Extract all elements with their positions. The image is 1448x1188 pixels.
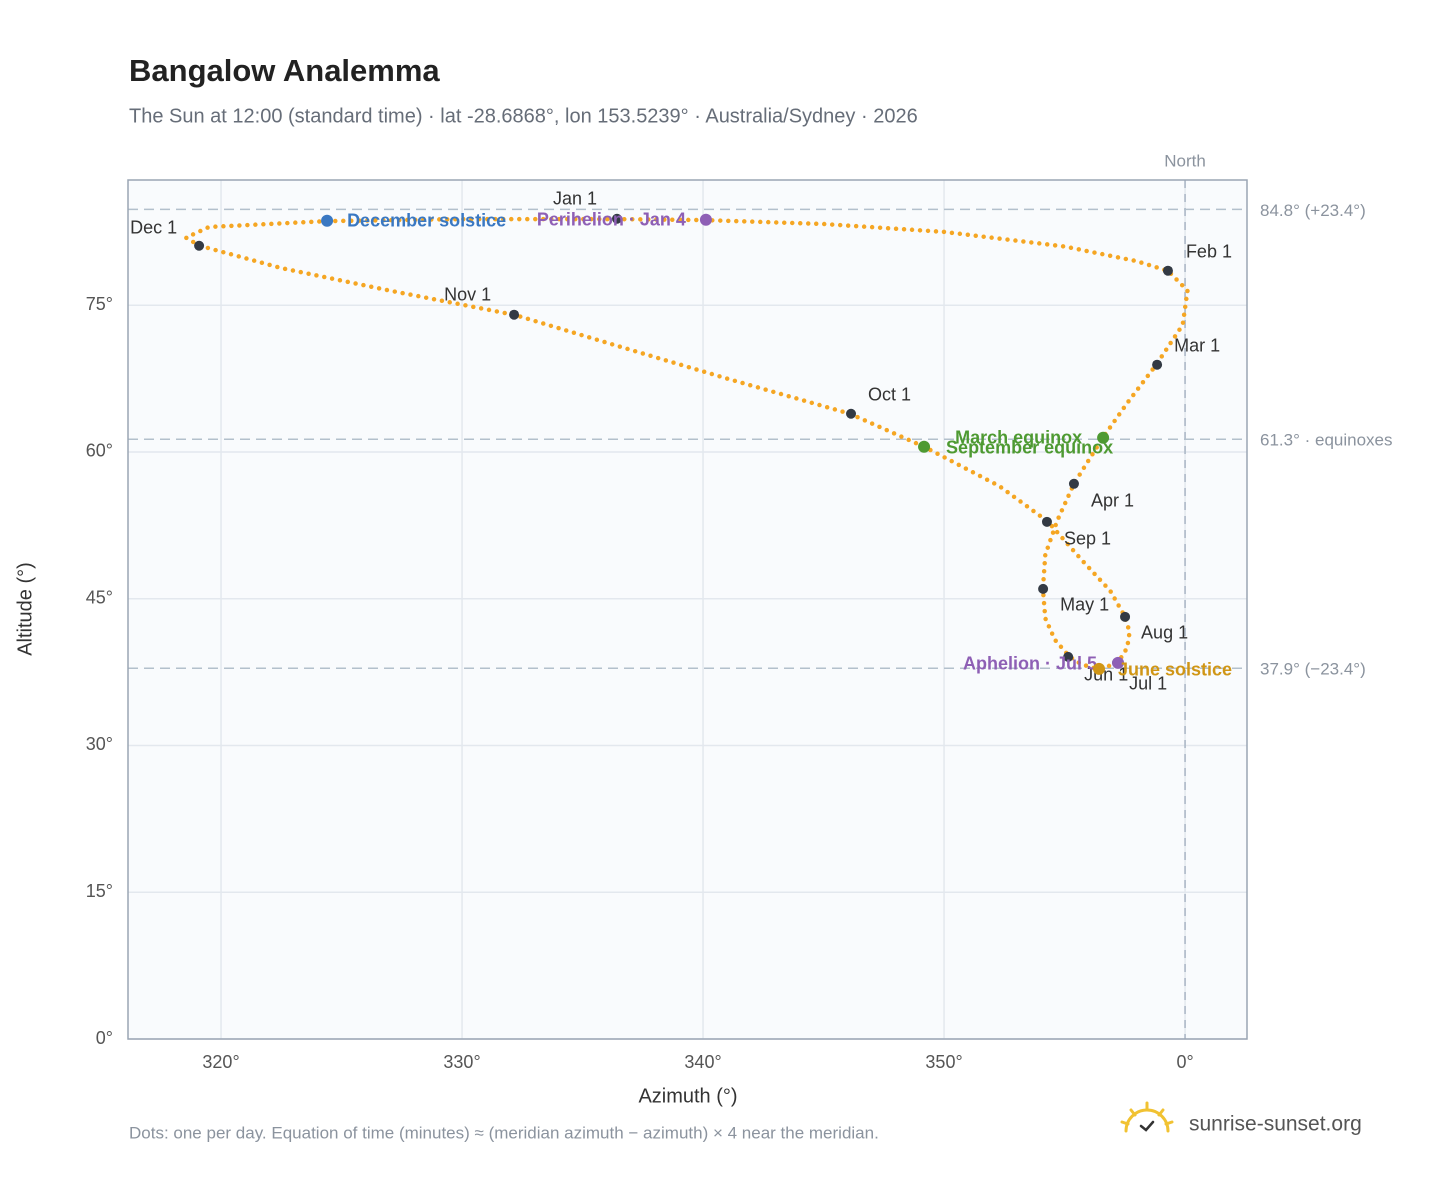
event-label: March equinox <box>955 428 1082 448</box>
month-label: Oct 1 <box>868 384 911 404</box>
event-marker <box>1097 431 1110 444</box>
plot-area <box>128 180 1247 1039</box>
month-label: May 1 <box>1060 595 1109 615</box>
month-marker <box>1162 265 1173 276</box>
event-marker <box>1093 662 1106 675</box>
chart-subtitle: The Sun at 12:00 (standard time) · lat -… <box>129 105 918 127</box>
x-tick-label: 340° <box>684 1052 721 1072</box>
month-marker <box>1152 359 1163 370</box>
y-tick-label: 60° <box>86 441 113 461</box>
y-axis-label: Altitude (°) <box>14 562 36 656</box>
chart-title: Bangalow Analemma <box>129 53 440 88</box>
month-marker <box>846 408 857 419</box>
reference-label: 61.3° · equinoxes <box>1260 431 1393 450</box>
event-label: Perihelion · Jan 4 <box>537 209 686 229</box>
y-tick-label: 15° <box>86 881 113 901</box>
x-tick-label: 320° <box>202 1052 239 1072</box>
y-tick-label: 0° <box>96 1028 113 1048</box>
month-label: Aug 1 <box>1141 623 1188 643</box>
month-marker <box>1063 651 1074 662</box>
brand: sunrise-sunset.org <box>1189 1113 1362 1136</box>
x-tick-label: 330° <box>443 1052 480 1072</box>
y-tick-label: 75° <box>86 294 113 314</box>
brand-logo <box>1120 1101 1174 1133</box>
month-label: Nov 1 <box>444 284 491 304</box>
meridian-label: North <box>1164 151 1206 170</box>
month-label: Apr 1 <box>1091 491 1134 511</box>
month-label: Dec 1 <box>130 217 177 237</box>
reference-label: 37.9° (−23.4°) <box>1260 660 1366 679</box>
x-tick-label: 350° <box>925 1052 962 1072</box>
month-marker <box>1120 611 1131 622</box>
event-label: Aphelion · Jul 5 <box>963 654 1097 674</box>
y-tick-label: 45° <box>86 587 113 607</box>
event-marker <box>1112 656 1125 669</box>
x-tick-label: 0° <box>1176 1052 1193 1072</box>
month-marker <box>1038 583 1049 594</box>
event-marker <box>918 440 931 453</box>
analemma-dots <box>181 216 1190 672</box>
month-label: Jul 1 <box>1129 674 1167 694</box>
plot-border <box>127 179 1248 1040</box>
month-label: Jan 1 <box>553 188 597 208</box>
month-marker <box>1041 516 1052 527</box>
event-marker <box>321 214 334 227</box>
x-axis-label: Azimuth (°) <box>638 1085 737 1107</box>
event-label: September equinox <box>946 438 1113 458</box>
month-label: Sep 1 <box>1064 529 1111 549</box>
month-marker <box>509 309 520 320</box>
month-label: Feb 1 <box>1186 241 1232 261</box>
event-marker <box>699 213 712 226</box>
event-label: December solstice <box>347 210 506 230</box>
y-tick-label: 30° <box>86 734 113 754</box>
event-label: June solstice <box>1118 660 1232 680</box>
month-marker <box>612 213 623 224</box>
month-marker <box>1068 478 1079 489</box>
footnote: Dots: one per day. Equation of time (min… <box>129 1123 879 1142</box>
grid <box>128 180 1247 1040</box>
month-label: Mar 1 <box>1174 335 1220 355</box>
month-marker <box>194 240 205 251</box>
reference-label: 84.8° (+23.4°) <box>1260 201 1366 220</box>
